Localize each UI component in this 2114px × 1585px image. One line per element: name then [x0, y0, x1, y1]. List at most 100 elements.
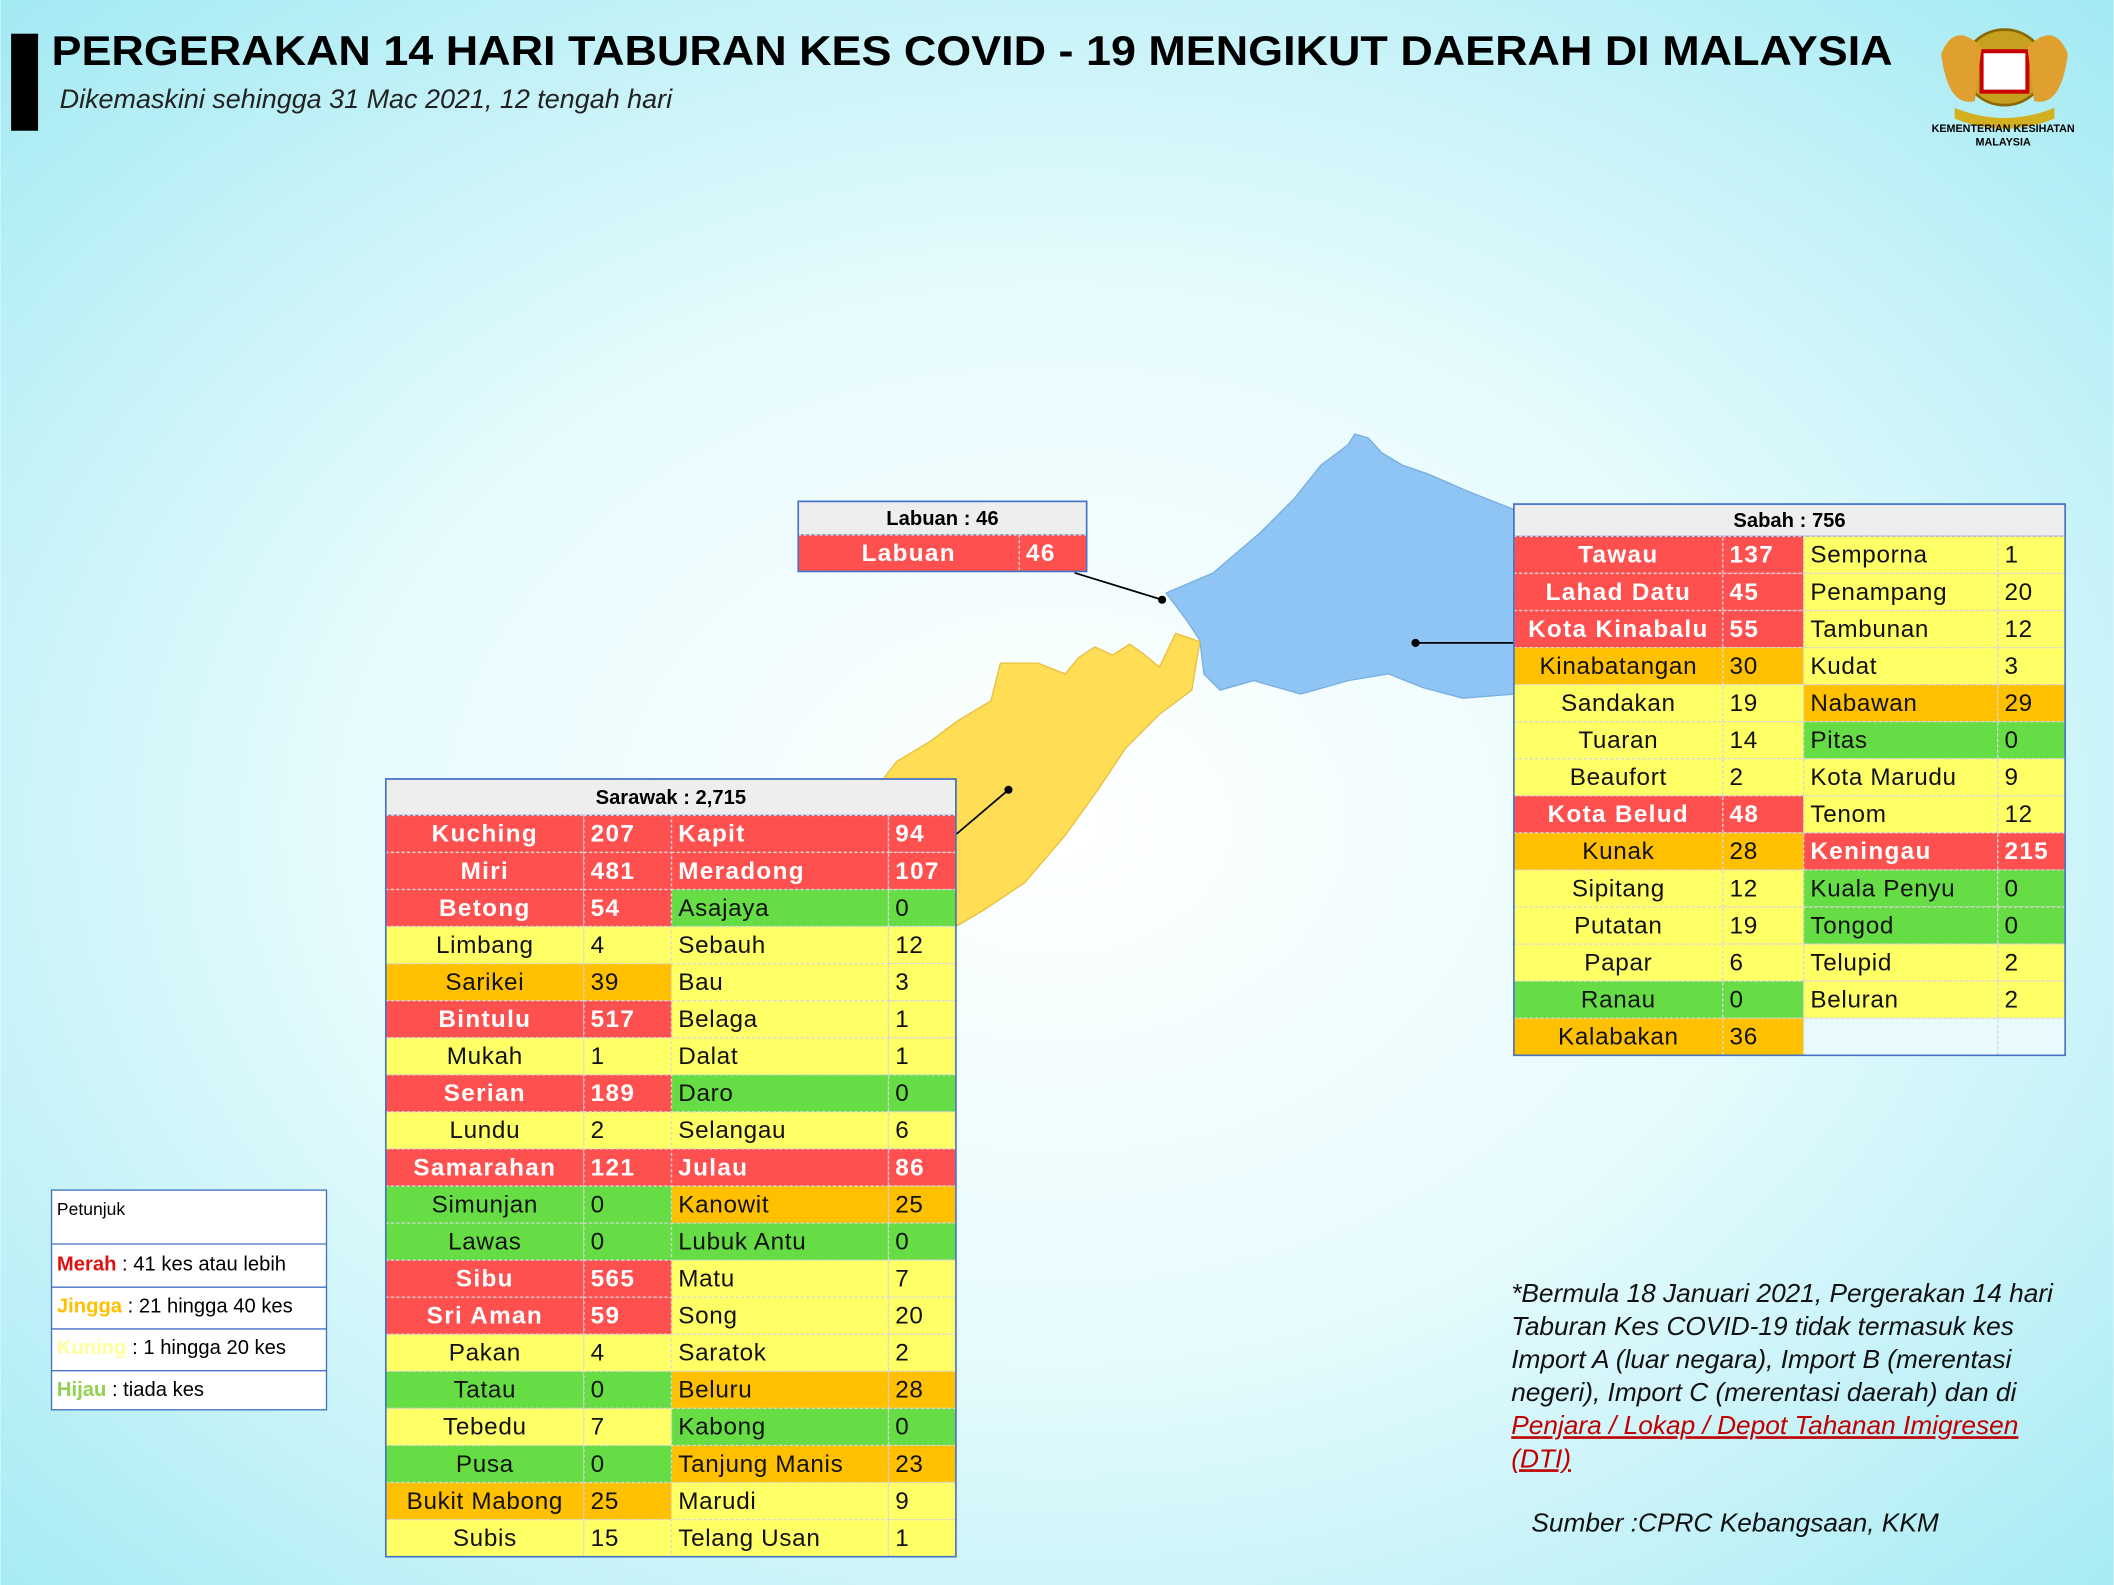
district-cases: 48: [1730, 801, 1760, 828]
cell: [1997, 832, 2066, 871]
district-name: Belaga: [678, 1006, 758, 1033]
table-border: [797, 500, 1088, 573]
cell: [385, 1481, 585, 1521]
cell: [670, 1296, 890, 1335]
district-name: Mukah: [447, 1043, 523, 1070]
cell: [1997, 758, 2066, 797]
cell: [887, 814, 957, 854]
note-link: Penjara / Lokap / Depot Tahanan Imigrese…: [1511, 1410, 2018, 1440]
district-name: Sibu: [456, 1265, 514, 1292]
cell: [1722, 646, 1805, 686]
district-name: Tebedu: [443, 1414, 527, 1441]
district-name: Kota Marudu: [1810, 764, 1956, 791]
district-name: Limbang: [436, 932, 534, 959]
district-name: Lahad Datu: [1546, 579, 1692, 606]
district-cases: 215: [2004, 838, 2049, 865]
district-name: Beaufort: [1570, 764, 1667, 791]
district-cases: 94: [895, 821, 925, 848]
district-name: Kota Belud: [1548, 801, 1689, 828]
district-cases: 23: [895, 1451, 923, 1478]
district-name: Matu: [678, 1265, 735, 1292]
district-name: Pitas: [1810, 727, 1867, 754]
district-cases: 12: [2004, 801, 2032, 828]
district-cases: 4: [591, 932, 605, 959]
district-name: Lundu: [449, 1117, 520, 1144]
district-cases: 19: [1730, 912, 1758, 939]
district-name: Selangau: [678, 1117, 786, 1144]
cell: [385, 1518, 585, 1558]
cell: [1997, 795, 2066, 834]
note-link: (DTI): [1511, 1443, 1571, 1473]
district-cases: 207: [591, 821, 636, 848]
connector-dot: [1004, 785, 1013, 794]
cell: [1803, 646, 1999, 686]
cell: [1803, 980, 1999, 1019]
legend-label: Merah: [57, 1254, 117, 1276]
cell: [583, 1407, 673, 1447]
district-cases: 20: [895, 1303, 923, 1330]
district-cases: 28: [1730, 838, 1758, 865]
source: Sumber :CPRC Kebangsaan, KKM: [1531, 1507, 1938, 1537]
legend-label: Kuning: [57, 1337, 127, 1359]
district-name: Tambunan: [1810, 616, 1929, 643]
legend-text: : 21 hingga 40 kes: [122, 1296, 293, 1318]
legend-text: : 1 hingga 20 kes: [127, 1337, 286, 1359]
cell: [385, 1185, 585, 1224]
cell: [583, 962, 673, 1002]
district-cases: 9: [2004, 764, 2018, 791]
cell: [1997, 869, 2066, 908]
cell: [670, 1222, 890, 1261]
connector-dot: [1411, 638, 1420, 647]
legend-text: : tiada kes: [106, 1379, 204, 1401]
cell: [583, 1518, 673, 1558]
district-cases: 7: [591, 1414, 605, 1441]
legend-label: Hijau: [57, 1379, 106, 1401]
legend-label: Jingga: [57, 1296, 123, 1318]
district-cases: 2: [2004, 949, 2018, 976]
district-name: Tatau: [454, 1377, 517, 1404]
district-name: Meradong: [678, 858, 805, 885]
cell: [1513, 684, 1724, 723]
district-cases: 565: [591, 1265, 636, 1292]
logo: KEMENTERIAN KESIHATAN MALAYSIA: [1932, 28, 2075, 149]
district-cases: 137: [1730, 542, 1775, 569]
cell: [385, 814, 585, 854]
cell: [1997, 721, 2066, 760]
district-cases: 4: [591, 1340, 605, 1367]
sabah-table: Sabah : 756 Tawau 137 Lahad Datu 45 Kota Kina…: [1513, 503, 2066, 1057]
legend-title: Petunjuk: [57, 1199, 125, 1219]
district-name: Daro: [678, 1080, 733, 1107]
cell: [1722, 609, 1805, 649]
cell: [1803, 758, 1999, 797]
cell: [385, 888, 585, 928]
cell: [887, 1000, 957, 1039]
legend-item: Hijau : tiada kes: [57, 1379, 204, 1401]
district-cases: 1: [895, 1525, 909, 1552]
cell: [385, 1296, 585, 1335]
district-name: Kabong: [678, 1414, 766, 1441]
connector: [1074, 571, 1163, 601]
district-cases: 59: [591, 1303, 621, 1330]
note-line: negeri), Import C (merentasi daerah) dan…: [1511, 1377, 2017, 1407]
cell: [1803, 609, 1999, 649]
district-cases: 1: [895, 1006, 909, 1033]
cell: [1722, 684, 1805, 723]
cell: [887, 1407, 957, 1447]
cell: [1513, 980, 1724, 1019]
district-cases: 12: [895, 932, 923, 959]
district-cases: 20: [2004, 579, 2032, 606]
legend-item: Jingga : 21 hingga 40 kes: [57, 1296, 293, 1318]
district-name: Kuching: [432, 821, 538, 848]
cell: [887, 962, 957, 1002]
district-cases: 30: [1730, 653, 1758, 680]
legend-box: [50, 1189, 328, 1411]
cell: [385, 1148, 585, 1187]
district-name: Tenom: [1810, 801, 1886, 828]
cell: [1997, 906, 2066, 945]
cell: [385, 1074, 585, 1113]
district-name: Tanjung Manis: [678, 1451, 843, 1478]
cell: [670, 1037, 890, 1076]
cell: [385, 1037, 585, 1076]
district-name: Kuala Penyu: [1810, 875, 1955, 902]
